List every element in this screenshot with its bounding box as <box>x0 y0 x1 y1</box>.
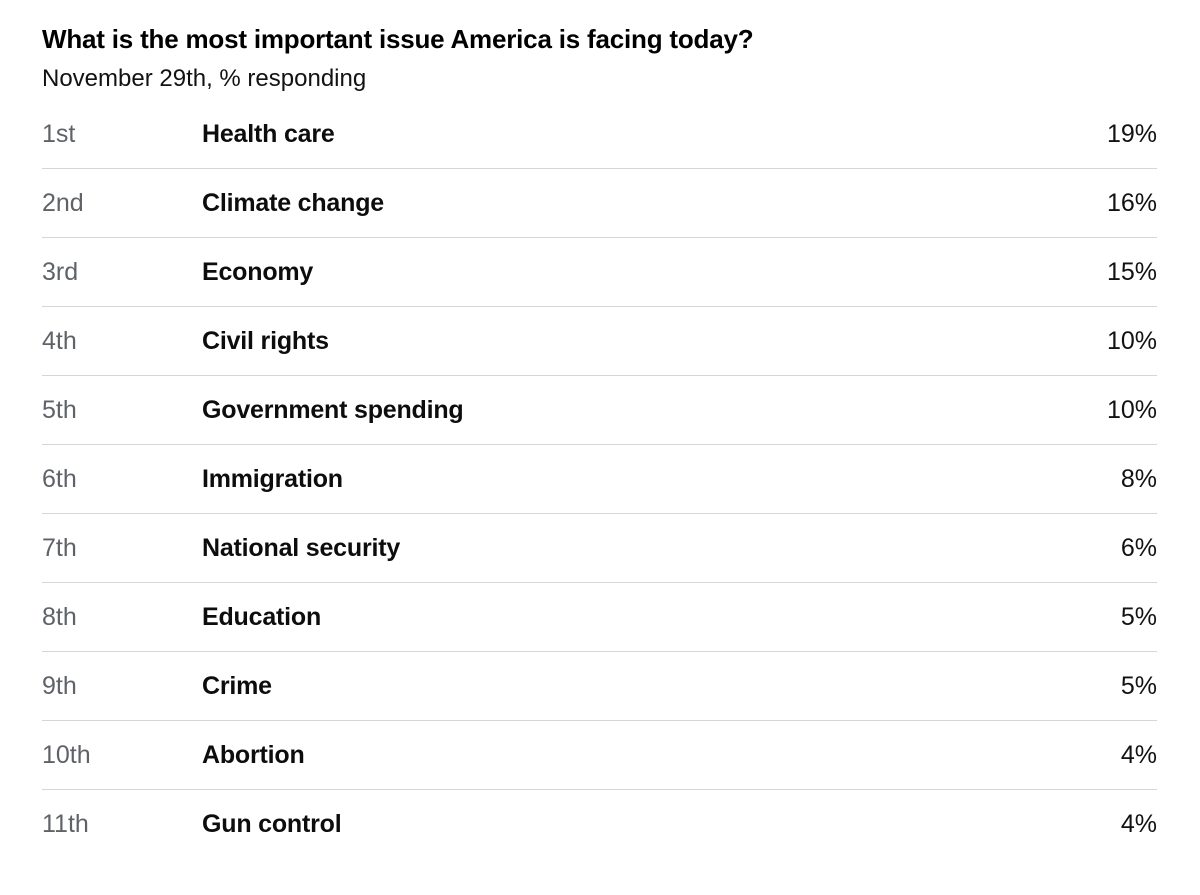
table-row: 10th Abortion 4% <box>42 721 1157 790</box>
table-row: 9th Crime 5% <box>42 652 1157 721</box>
issue-cell: Immigration <box>202 464 343 493</box>
rank-cell: 3rd <box>42 257 79 286</box>
table-row: 3rd Economy 15% <box>42 238 1157 307</box>
rank-cell: 8th <box>42 602 77 631</box>
value-cell: 15% <box>1106 257 1157 286</box>
issue-cell: Gun control <box>202 810 342 838</box>
ranking-table: 1st Health care 19% 2nd Climate change 1… <box>42 100 1157 859</box>
value-cell: 4% <box>1120 740 1157 769</box>
table-row: 5th Government spending 10% <box>42 376 1157 445</box>
rank-cell: 4th <box>42 326 77 355</box>
table-row: 2nd Climate change 16% <box>42 169 1157 238</box>
issue-cell: Government spending <box>202 395 464 424</box>
rank-cell: 6th <box>42 464 77 493</box>
rank-cell: 10th <box>42 740 91 769</box>
value-cell: 6% <box>1120 533 1157 562</box>
rank-cell: 11th <box>42 810 89 838</box>
value-cell: 5% <box>1120 602 1157 631</box>
page-title: What is the most important issue America… <box>42 24 754 54</box>
table-row: 11th Gun control 4% <box>42 790 1157 859</box>
value-cell: 10% <box>1106 395 1157 424</box>
issue-cell: Abortion <box>202 740 305 769</box>
issue-cell: Civil rights <box>202 326 329 355</box>
rank-cell: 1st <box>42 119 76 148</box>
rank-cell: 2nd <box>42 188 84 217</box>
value-cell: 10% <box>1106 326 1157 355</box>
page-subtitle: November 29th, % responding <box>42 65 367 92</box>
issue-cell: Economy <box>202 257 314 286</box>
value-cell: 16% <box>1106 188 1157 217</box>
value-cell: 5% <box>1120 671 1157 700</box>
issue-cell: National security <box>202 533 401 562</box>
table-row: 8th Education 5% <box>42 583 1157 652</box>
chart-container: What is the most important issue America… <box>42 24 1157 859</box>
value-cell: 4% <box>1120 810 1157 838</box>
table-row: 6th Immigration 8% <box>42 445 1157 514</box>
issue-cell: Education <box>202 602 322 631</box>
table-row: 1st Health care 19% <box>42 100 1157 169</box>
table-row: 4th Civil rights 10% <box>42 307 1157 376</box>
rank-cell: 5th <box>42 395 77 424</box>
table-row: 7th National security 6% <box>42 514 1157 583</box>
rank-cell: 7th <box>42 533 77 562</box>
issue-cell: Climate change <box>202 188 384 217</box>
issue-cell: Crime <box>202 671 272 700</box>
value-cell: 19% <box>1106 119 1157 148</box>
issue-cell: Health care <box>202 119 335 148</box>
value-cell: 8% <box>1120 464 1157 493</box>
rank-cell: 9th <box>42 671 77 700</box>
